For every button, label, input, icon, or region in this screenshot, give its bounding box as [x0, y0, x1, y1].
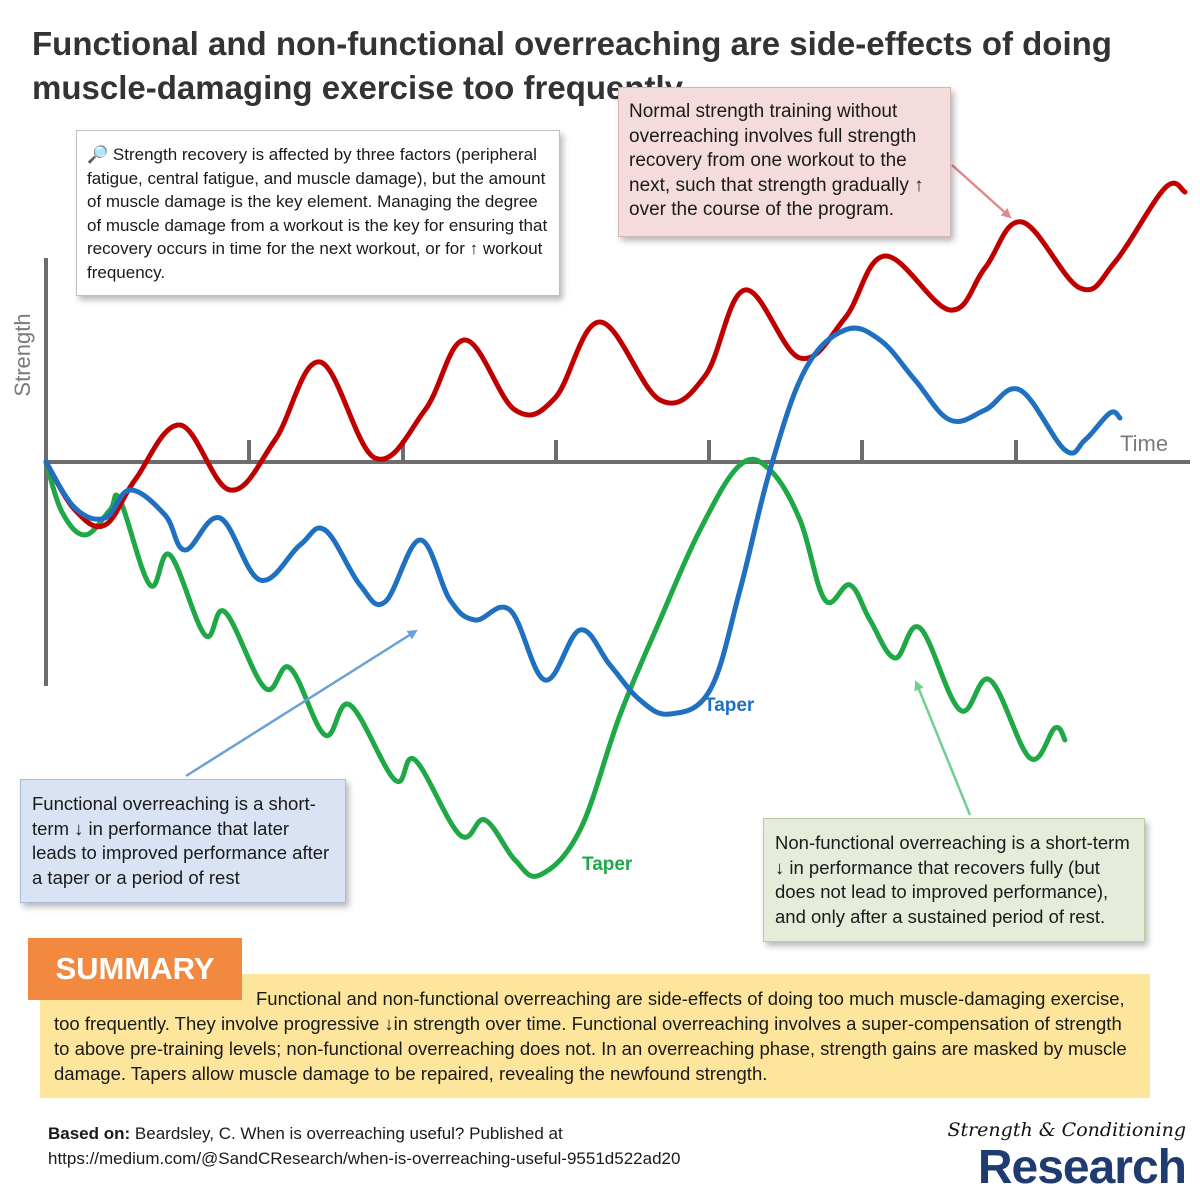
y-axis-label: Strength	[10, 313, 35, 396]
summary-tag: SUMMARY	[28, 938, 242, 1000]
nonfunctional-overreaching-note: Non-functional overreaching is a short-t…	[763, 818, 1145, 942]
x-axis-label: Time	[1120, 431, 1168, 456]
brand-tagline: Strength & Conditioning	[900, 1119, 1186, 1141]
citation-text: Beardsley, C. When is overreaching usefu…	[135, 1124, 563, 1143]
normal-training-note: Normal strength training without overrea…	[618, 87, 951, 237]
magnifier-icon: 🔎	[87, 145, 108, 164]
functional-overreaching-note: Functional overreaching is a short-term …	[20, 779, 346, 903]
based-on-label: Based on:	[48, 1124, 130, 1143]
brand-logo: Research	[900, 1140, 1186, 1196]
footer-citation: Based on: Beardsley, C. When is overreac…	[48, 1121, 808, 1171]
green-taper-label: Taper	[582, 854, 633, 875]
recovery-note: 🔎 Strength recovery is affected by three…	[76, 130, 560, 296]
normal-note-arrow	[952, 165, 1010, 217]
non-functional-overreaching-curve	[46, 328, 1120, 714]
citation-url[interactable]: https://medium.com/@SandCResearch/when-i…	[48, 1149, 680, 1168]
recovery-note-text: Strength recovery is affected by three f…	[87, 145, 547, 282]
nonfunctional-note-arrow	[916, 682, 970, 815]
blue-taper-label: Taper	[704, 695, 755, 716]
